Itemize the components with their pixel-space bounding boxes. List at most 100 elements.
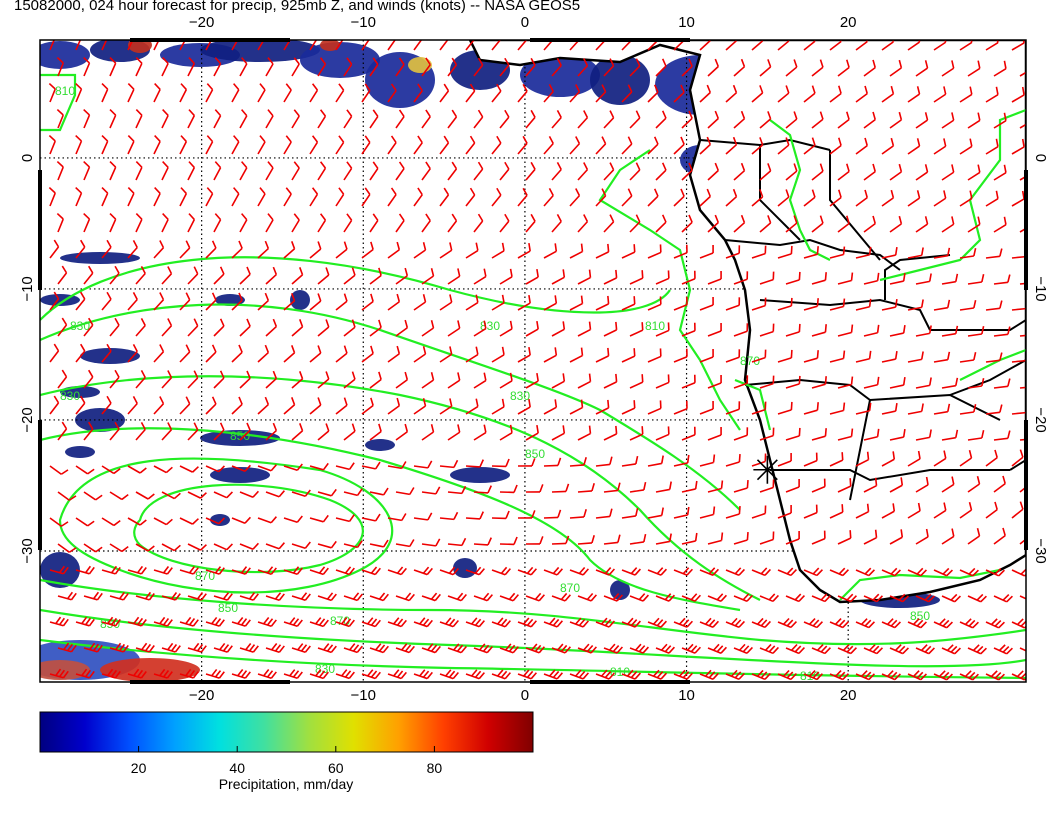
wind-barb bbox=[395, 213, 405, 233]
wind-barb bbox=[49, 616, 69, 627]
wind-barb bbox=[161, 591, 181, 601]
wind-barb bbox=[751, 137, 764, 155]
wind-barb bbox=[309, 241, 322, 259]
wind-barb bbox=[759, 643, 780, 655]
wind-barb bbox=[239, 318, 251, 337]
wind-barb bbox=[343, 423, 356, 441]
wind-barb bbox=[101, 668, 121, 679]
wind-barb bbox=[179, 668, 199, 679]
wind-barb bbox=[187, 491, 207, 499]
wind-barb bbox=[907, 138, 921, 155]
wind-barb bbox=[83, 591, 103, 601]
wind-barb bbox=[109, 642, 129, 653]
wind-barb bbox=[257, 617, 277, 627]
wind-barb bbox=[153, 344, 165, 363]
africa-coastline bbox=[468, 40, 1026, 604]
wind-barb bbox=[785, 643, 806, 655]
wind-barb bbox=[265, 213, 274, 233]
wind-barb bbox=[413, 242, 427, 259]
wind-barb bbox=[109, 109, 117, 129]
wind-barb bbox=[57, 369, 68, 389]
wind-barb bbox=[239, 370, 251, 389]
wind-barb bbox=[127, 616, 147, 627]
wind-barb bbox=[101, 187, 109, 207]
wind-barb bbox=[569, 669, 589, 680]
wind-barb bbox=[517, 669, 537, 680]
wind-barb bbox=[811, 643, 831, 655]
contour-label: 850 bbox=[910, 609, 930, 623]
wind-barb bbox=[673, 567, 693, 576]
wind-barb bbox=[863, 376, 880, 389]
wind-barb bbox=[863, 644, 883, 655]
wind-barb bbox=[231, 83, 240, 103]
wind-barb bbox=[751, 85, 764, 103]
wind-barb bbox=[647, 296, 662, 311]
wind-barb bbox=[863, 272, 880, 285]
wind-barb bbox=[317, 643, 337, 654]
wind-barb bbox=[387, 617, 407, 628]
wind-barb bbox=[179, 292, 191, 311]
wind-barb bbox=[57, 543, 77, 553]
wind-barb bbox=[283, 241, 296, 259]
wind-barb bbox=[439, 566, 459, 576]
wind-barb bbox=[569, 136, 581, 155]
wind-barb bbox=[465, 187, 476, 207]
wind-barb bbox=[101, 465, 121, 475]
wind-barb bbox=[525, 321, 539, 337]
wind-barb bbox=[577, 321, 592, 337]
wind-barb bbox=[161, 543, 181, 552]
wind-barb bbox=[525, 161, 536, 181]
wind-barb bbox=[127, 187, 135, 207]
wind-barb bbox=[153, 40, 160, 51]
wind-barb bbox=[473, 57, 484, 77]
wind-barb bbox=[915, 593, 935, 603]
wind-barb bbox=[551, 58, 562, 77]
wind-barb bbox=[231, 135, 240, 155]
wind-barb bbox=[439, 135, 450, 155]
wind-barb bbox=[967, 216, 981, 233]
wind-barb bbox=[309, 397, 322, 415]
wind-barb bbox=[941, 216, 955, 233]
wind-barb bbox=[829, 402, 846, 415]
wind-barb bbox=[577, 483, 595, 493]
wind-barb bbox=[863, 529, 878, 545]
height-contour bbox=[40, 375, 761, 601]
wind-barb bbox=[361, 566, 381, 576]
wind-barb bbox=[543, 509, 562, 519]
wind-barb bbox=[101, 83, 109, 103]
wind-barb bbox=[161, 109, 169, 129]
wind-barb bbox=[655, 58, 667, 77]
wind-barb bbox=[785, 427, 801, 441]
wind-barb bbox=[213, 161, 222, 181]
wind-barb bbox=[543, 566, 563, 576]
wind-barb bbox=[101, 517, 121, 527]
wind-barb bbox=[49, 565, 69, 575]
wind-barb bbox=[647, 400, 662, 415]
wind-barb bbox=[777, 617, 798, 629]
wind-barb bbox=[343, 57, 353, 77]
wind-barb bbox=[361, 461, 381, 470]
wind-barb bbox=[361, 397, 374, 415]
wind-barb bbox=[655, 374, 670, 389]
wind-barb bbox=[985, 352, 1003, 363]
wind-barb bbox=[751, 40, 764, 51]
wind-barb bbox=[595, 456, 613, 467]
wind-barb bbox=[707, 323, 722, 337]
wind-barb bbox=[1019, 123, 1026, 129]
wind-barb bbox=[239, 642, 259, 653]
wind-barb bbox=[837, 163, 850, 181]
wind-barb bbox=[759, 59, 772, 77]
colorbar bbox=[39, 711, 534, 753]
wind-barb bbox=[473, 485, 493, 494]
wind-barb bbox=[439, 83, 450, 103]
wind-barb bbox=[517, 510, 536, 519]
wind-barb bbox=[959, 404, 977, 415]
wind-barb bbox=[257, 464, 277, 472]
wind-barb bbox=[395, 592, 415, 602]
wind-barb bbox=[473, 643, 493, 654]
wind-barb bbox=[335, 514, 355, 523]
precip-blob bbox=[520, 53, 600, 97]
wind-barb bbox=[907, 351, 924, 363]
wind-barb bbox=[785, 593, 806, 603]
wind-barb bbox=[829, 618, 849, 629]
